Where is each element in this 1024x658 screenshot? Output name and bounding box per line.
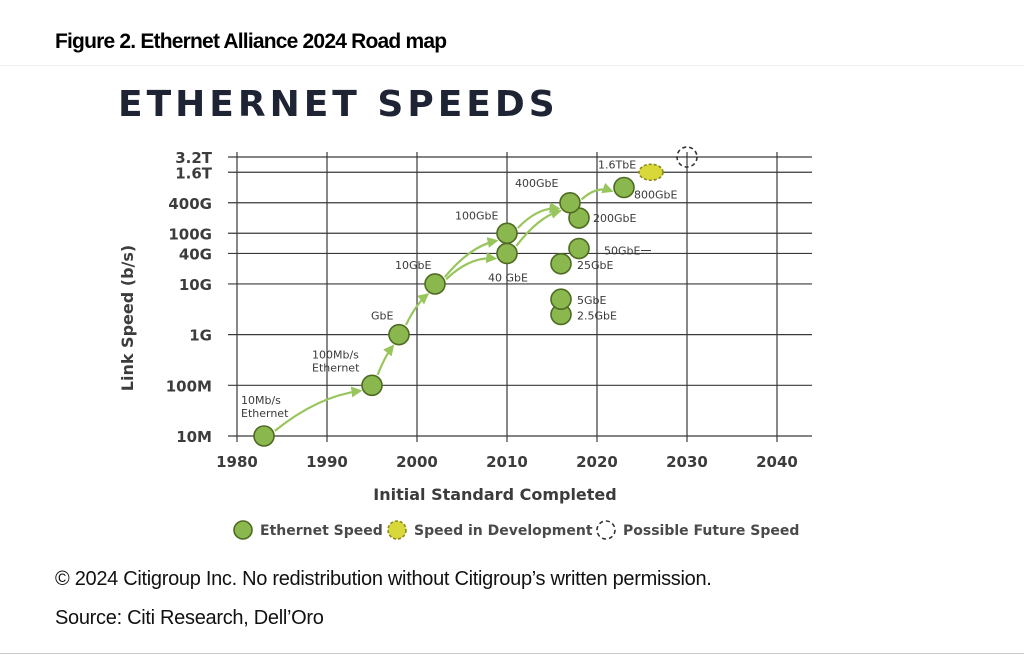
evolution-arrow — [443, 237, 499, 278]
ethernet-speed-point — [550, 288, 572, 311]
x-axis-label: Initial Standard Completed — [373, 485, 616, 504]
x-tick-label: 2040 — [756, 453, 798, 471]
speed-point-label: 25GbE — [577, 259, 614, 272]
ethernet-speed-point — [253, 425, 275, 447]
x-tick-label: 1980 — [216, 453, 258, 471]
legend-label-ethernet: Ethernet Speed — [260, 523, 383, 539]
legend-label-future: Possible Future Speed — [623, 523, 799, 539]
ethernet-speeds-chart: ETHERNET SPEEDS 10Mb/s Ethernet 100Mb/s Eth… — [118, 84, 812, 540]
speed-point-label: 1.6TbE — [598, 158, 636, 171]
copyright-notice: © 2024 Citigroup Inc. No redistribution … — [55, 568, 712, 590]
ethernet-speed-point — [424, 273, 446, 295]
evolution-arrow — [580, 182, 614, 201]
x-tick-label: 2020 — [576, 453, 618, 471]
legend-marker-development — [387, 520, 407, 540]
ethernet-speed-point — [559, 191, 581, 214]
speed-point-label: GbE — [371, 310, 394, 323]
speed-point-label: 50GbE — [604, 245, 641, 258]
ethernet-speed-point — [361, 374, 383, 397]
evolution-arrow — [445, 252, 498, 281]
ethernet-speed-point — [613, 176, 635, 199]
top-divider — [0, 65, 1024, 66]
y-tick-label: 10G — [179, 276, 212, 294]
ethernet-speed-point — [568, 237, 590, 260]
x-tick-label: 2000 — [396, 453, 438, 471]
evolution-arrow — [515, 208, 562, 247]
ethernet-speed-point — [496, 242, 518, 265]
y-tick-label: 400G — [168, 195, 212, 213]
future-speed-point — [676, 146, 698, 168]
speed-point-label: 40 GbE — [488, 271, 528, 284]
speed-point-label: 100GbE — [455, 209, 499, 222]
chart-legend: Ethernet Speed Speed in Development Possib… — [233, 520, 799, 540]
y-tick-label: 1G — [189, 327, 212, 345]
y-tick-label: 40G — [179, 245, 212, 263]
y-tick-label: 10M — [176, 428, 212, 446]
figure-title: Figure 2. Ethernet Alliance 2024 Road ma… — [55, 30, 447, 53]
speed-point-label: 5GbE — [577, 294, 607, 307]
speed-point-label: 2.5GbE — [577, 309, 617, 322]
speed-point-label: 400GbE — [515, 177, 559, 190]
x-tick-label: 2030 — [666, 453, 708, 471]
x-tick-label: 1990 — [306, 453, 348, 471]
legend-label-development: Speed in Development — [414, 523, 593, 539]
development-speed-point — [638, 163, 664, 182]
y-tick-label: 1.6T — [175, 164, 213, 182]
legend-marker-ethernet — [233, 520, 253, 540]
chart-title: ETHERNET SPEEDS — [118, 84, 559, 125]
speed-point-label: 10GbE — [395, 259, 432, 272]
evolution-arrow — [404, 293, 430, 326]
ethernet-speed-point — [496, 222, 518, 245]
legend-marker-future — [596, 520, 616, 540]
evolution-arrow — [274, 386, 363, 432]
y-tick-label: 100M — [166, 377, 212, 395]
speed-point-label: 10Mb/s Ethernet — [241, 394, 289, 420]
evolution-arrow — [376, 344, 395, 376]
bottom-divider — [0, 653, 1024, 654]
evolution-arrow — [517, 202, 561, 229]
x-tick-label: 2010 — [486, 453, 528, 471]
y-tick-label: 3.2T — [175, 149, 213, 167]
y-axis-label: Link Speed (b/s) — [118, 245, 137, 391]
ethernet-speed-point — [388, 323, 410, 346]
ethernet-speed-point — [550, 252, 572, 275]
y-tick-label: 100G — [168, 225, 212, 243]
speed-point-label: 800GbE — [634, 189, 678, 202]
speed-point-label: 200GbE — [593, 212, 637, 225]
source-note: Source: Citi Research, Dell’Oro — [55, 607, 324, 629]
speed-point-label: 100Mb/s Ethernet — [312, 348, 360, 374]
